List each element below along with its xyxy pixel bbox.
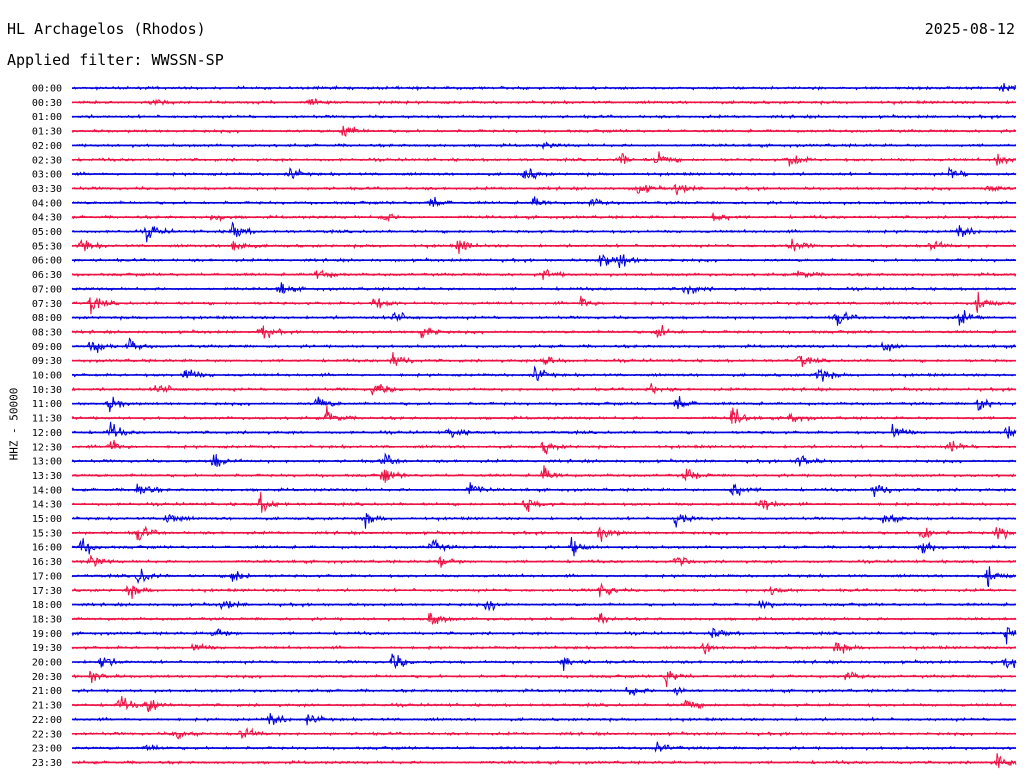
seismic-trace xyxy=(71,670,1017,688)
station-title: HL Archagelos (Rhodos) xyxy=(7,20,206,38)
time-tick-label: 06:00 xyxy=(32,256,62,267)
seismic-trace xyxy=(71,641,1016,655)
time-tick-label: 20:00 xyxy=(32,658,62,669)
filter-label: Applied filter: WWSSN-SP xyxy=(7,51,224,69)
time-tick-label: 16:30 xyxy=(32,557,62,568)
time-tick-label: 07:00 xyxy=(32,284,62,295)
time-tick-label: 08:00 xyxy=(32,313,62,324)
time-tick-label: 15:00 xyxy=(32,514,62,525)
time-tick-label: 21:00 xyxy=(32,686,62,697)
time-tick-label: 13:30 xyxy=(32,471,62,482)
time-tick-label: 19:30 xyxy=(32,643,62,654)
time-tick-label: 06:30 xyxy=(32,270,62,281)
time-tick-label: 23:00 xyxy=(32,744,62,755)
time-tick-label: 21:30 xyxy=(32,701,62,712)
time-tick-label: 17:30 xyxy=(32,586,62,597)
seismic-trace xyxy=(71,253,1017,269)
time-tick-label: 22:30 xyxy=(32,729,62,740)
time-tick-label: 11:30 xyxy=(32,414,62,425)
seismic-trace xyxy=(71,696,1017,713)
time-tick-label: 14:30 xyxy=(32,500,62,511)
seismic-trace xyxy=(71,513,1017,529)
seismic-trace xyxy=(71,753,1017,769)
time-tick-label: 18:00 xyxy=(32,600,62,611)
time-tick-label: 13:00 xyxy=(32,457,62,468)
time-tick-label: 03:30 xyxy=(32,184,62,195)
time-tick-label: 02:00 xyxy=(32,141,62,152)
time-tick-label: 04:30 xyxy=(32,213,62,224)
time-tick-label: 10:30 xyxy=(32,385,62,396)
time-tick-label: 17:00 xyxy=(32,571,62,582)
time-tick-label: 12:00 xyxy=(32,428,62,439)
time-tick-label: 12:30 xyxy=(32,442,62,453)
time-tick-label: 05:30 xyxy=(32,241,62,252)
time-tick-label: 01:30 xyxy=(32,127,62,138)
time-tick-label: 23:30 xyxy=(32,758,62,769)
seismic-trace xyxy=(71,351,1017,368)
time-tick-label: 14:00 xyxy=(32,485,62,496)
seismic-trace xyxy=(71,741,1017,753)
time-tick-label: 03:00 xyxy=(32,170,62,181)
seismic-trace xyxy=(72,196,1017,208)
time-tick-label: 16:00 xyxy=(32,543,62,554)
seismic-trace xyxy=(71,465,1017,483)
time-tick-label: 04:00 xyxy=(32,198,62,209)
time-tick-label: 22:00 xyxy=(32,715,62,726)
time-tick-label: 09:30 xyxy=(32,356,62,367)
time-tick-label: 07:30 xyxy=(32,299,62,310)
seismic-trace xyxy=(71,626,1017,645)
time-tick-label: 05:00 xyxy=(32,227,62,238)
seismic-trace xyxy=(71,525,1017,542)
time-tick-label: 00:00 xyxy=(32,84,62,95)
time-tick-label: 01:00 xyxy=(32,112,62,123)
time-tick-label: 09:00 xyxy=(32,342,62,353)
time-tick-label: 11:00 xyxy=(32,399,62,410)
seismic-trace xyxy=(71,421,1017,439)
time-tick-label: 15:30 xyxy=(32,528,62,539)
time-tick-label: 08:30 xyxy=(32,327,62,338)
time-tick-label: 20:30 xyxy=(32,672,62,683)
seismic-trace xyxy=(71,221,1017,243)
time-tick-label: 18:30 xyxy=(32,614,62,625)
seismic-trace xyxy=(71,183,1016,196)
date-label: 2025-08-12 xyxy=(924,20,1015,38)
time-tick-label: 10:00 xyxy=(32,371,62,382)
seismic-trace xyxy=(71,582,1017,600)
time-tick-label: 02:30 xyxy=(32,155,62,166)
time-tick-label: 00:30 xyxy=(32,98,62,109)
time-tick-label: 19:00 xyxy=(32,629,62,640)
seismic-trace xyxy=(71,405,1017,424)
